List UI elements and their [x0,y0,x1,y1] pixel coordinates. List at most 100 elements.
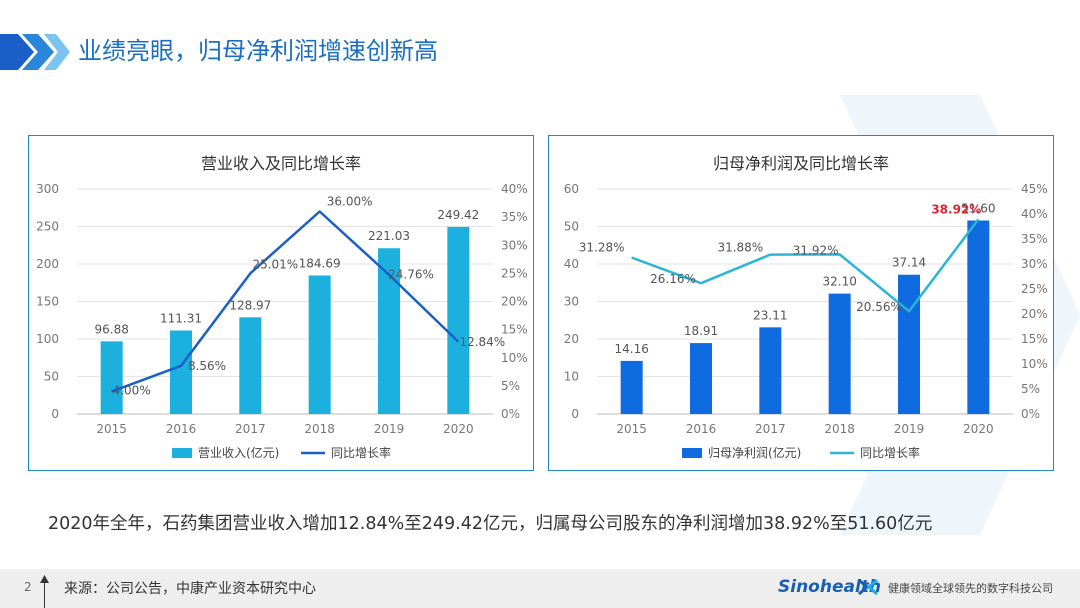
x-tick-label: 2015 [96,422,127,436]
page-number: 2 [24,580,32,594]
bar [239,317,262,414]
source-note: 来源：公司公告，中康产业资本研究中心 [64,581,316,597]
net-profit-chart-panel: 归母净利润及同比增长率 0 10 20 30 40 50 60 0% 5% 10% 15% 20% 25%… [548,135,1054,471]
bar-value-label: 221.03 [368,229,410,243]
line-value-label: 26.16% [650,272,696,286]
x-tick-label: 2017 [755,422,786,436]
bar-value-label: 51.60 [961,202,995,216]
line-value-label: 24.76% [388,268,434,282]
x-tick-label: 2016 [166,422,197,436]
y-tick-label: 250 [36,220,59,234]
chevron-arrows-icon [0,34,70,70]
page-title: 业绩亮眼，归母净利润增速创新高 [78,37,438,65]
x-tick-label: 2017 [235,422,266,436]
y2-tick-label: 30% [501,238,528,252]
y-tick-label: 50 [564,220,579,234]
y2-tick-label: 30% [1021,257,1048,271]
y2-tick-label: 40% [501,182,528,196]
logo-mark-icon [858,578,878,596]
line-value-label: 31.28% [579,241,625,255]
y2-tick-label: 10% [501,351,528,365]
footer-divider [44,577,45,608]
y-tick-label: 0 [51,407,59,421]
bar-value-label: 128.97 [229,298,271,312]
footer-bar: 2 来源：公司公告，中康产业资本研究中心 Sinohealth 健康领域全球领先… [0,569,1080,608]
legend-line-label: 同比增长率 [860,445,920,460]
bar-value-label: 23.11 [753,308,787,322]
line-value-label: 38.92% [931,202,981,216]
company-slogan: 健康领域全球领先的数字科技公司 [888,582,1053,595]
chart-title: 营业收入及同比增长率 [201,154,361,173]
y2-tick-label: 20% [501,295,528,309]
bar-value-label: 111.31 [160,312,202,326]
y2-tick-label: 5% [501,379,520,393]
x-tick-label: 2018 [824,422,855,436]
y2-tick-label: 25% [1021,282,1048,296]
y2-tick-label: 35% [1021,232,1048,246]
bar [447,226,470,414]
line-value-label: 4.00% [113,384,151,398]
bar [170,330,192,414]
y2-tick-label: 20% [1021,307,1048,321]
line-value-label: 31.88% [717,241,763,255]
bar [898,274,920,414]
y-tick-label: 30 [564,295,579,309]
y-tick-label: 50 [44,370,59,384]
legend-bar-swatch [682,448,702,458]
y2-tick-label: 10% [1021,357,1048,371]
net-profit-chart: 归母净利润及同比增长率 0 10 20 30 40 50 60 0% 5% 10% 15% 20% 25%… [564,154,1048,460]
y2-tick-label: 15% [501,323,528,337]
bar [308,275,331,414]
x-tick-label: 2015 [616,422,647,436]
y-tick-label: 300 [36,182,59,196]
bar-value-label: 249.42 [437,208,479,222]
bar [759,327,782,414]
x-tick-label: 2019 [374,422,405,436]
y-tick-label: 150 [36,295,59,309]
bar-value-label: 96.88 [94,322,128,336]
bar [100,341,123,414]
growth-rate-line [111,210,460,393]
bar-value-label: 18.91 [684,324,718,338]
line-value-label: 31.92% [793,243,839,257]
bar-value-label: 37.14 [892,256,926,270]
growth-rate-line [631,218,980,313]
x-tick-label: 2020 [443,422,474,436]
line-value-label: 12.84% [459,335,505,349]
bar [967,220,990,414]
bar-value-label: 184.69 [299,256,341,270]
y-tick-label: 100 [36,332,59,346]
sinohealth-logo: Sinohealth [778,577,882,597]
x-tick-label: 2016 [686,422,717,436]
bar-value-label: 32.10 [822,275,856,289]
revenue-chart: 营业收入及同比增长率 0 50 100 150 200 250 300 0% 5% 10% 15% 20… [36,154,528,460]
y-tick-label: 60 [564,182,579,196]
line-value-label: 20.56% [856,300,902,314]
slide-header: 业绩亮眼，归母净利润增速创新高 [0,28,560,74]
y2-tick-label: 0% [1021,407,1040,421]
line-value-label: 25.01% [252,257,298,271]
bar [620,360,643,414]
legend-line-label: 同比增长率 [331,445,391,460]
line-value-label: 36.00% [327,195,373,209]
chart-title: 归母净利润及同比增长率 [713,154,889,173]
y2-tick-label: 45% [1021,182,1048,196]
revenue-chart-panel: 营业收入及同比增长率 0 50 100 150 200 250 300 0% 5% 10% 15% 20… [28,135,534,471]
legend-bar-label: 营业收入(亿元) [198,445,279,460]
bar [828,293,851,414]
x-tick-label: 2020 [963,422,994,436]
legend-bar-swatch [172,448,192,458]
y2-tick-label: 15% [1021,332,1048,346]
y2-tick-label: 5% [1021,382,1040,396]
x-tick-label: 2018 [304,422,335,436]
y-tick-label: 10 [564,370,579,384]
bar-value-label: 14.16 [614,342,648,356]
x-tick-label: 2019 [894,422,925,436]
bar [690,343,712,414]
arrow-up-icon [40,575,49,583]
y2-tick-label: 0% [501,407,520,421]
y-tick-label: 20 [564,332,579,346]
y-tick-label: 200 [36,257,59,271]
y2-tick-label: 40% [1021,207,1048,221]
legend-bar-label: 归母净利润(亿元) [708,445,801,460]
